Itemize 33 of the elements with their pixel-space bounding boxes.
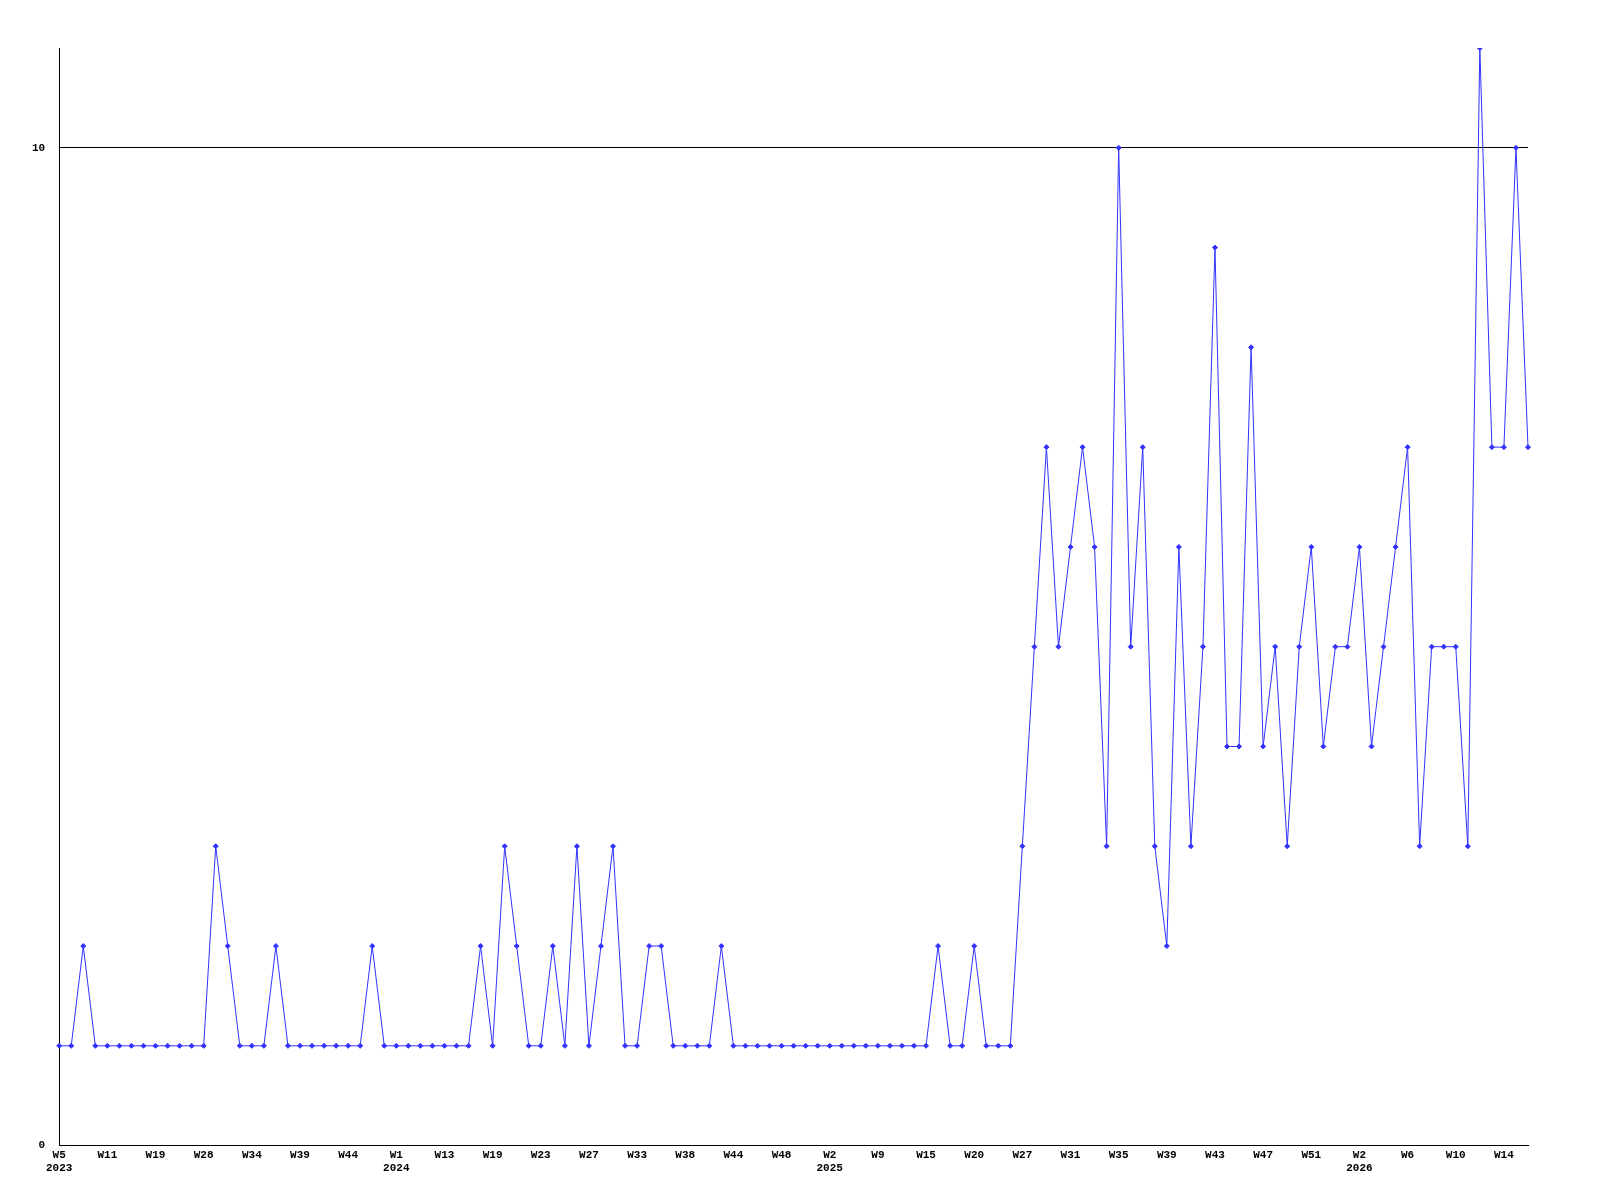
x-tick-label: W43: [1205, 1148, 1226, 1161]
x-tick-label: W6: [1401, 1148, 1415, 1161]
x-tick-label: W39: [290, 1148, 310, 1161]
x-tick-label: W39: [1156, 1148, 1177, 1161]
x-tick-label: W44: [723, 1148, 744, 1161]
x-tick-label: W44: [338, 1148, 359, 1161]
x-tick-label: W47: [1253, 1148, 1274, 1161]
x-tick-label: W15: [916, 1148, 937, 1161]
x-tick-label: W5 2023: [46, 1148, 73, 1175]
x-tick-label: W27: [579, 1148, 599, 1161]
x-tick-label: W19: [145, 1148, 166, 1161]
x-tick-label: W23: [530, 1148, 552, 1161]
x-tick-label: W48: [771, 1148, 792, 1161]
x-tick-label: W11: [97, 1148, 118, 1161]
x-tick-label: W20: [964, 1148, 985, 1161]
x-tick-label: W2 2025: [816, 1148, 844, 1175]
x-tick-label: W14: [1494, 1148, 1515, 1161]
x-tick-label: W28: [193, 1148, 214, 1161]
x-tick-label: W51: [1301, 1148, 1322, 1161]
x-tick-label: W2 2026: [1346, 1148, 1373, 1175]
x-tick-label: W9: [871, 1148, 885, 1161]
x-tick-label: W33: [627, 1148, 648, 1161]
y-tick-label: 0: [38, 1139, 46, 1152]
x-tick-label: W35: [1108, 1148, 1129, 1161]
x-tick-label: W31: [1060, 1148, 1081, 1161]
x-tick-label: W13: [434, 1148, 455, 1161]
x-tick-label: W1 2024: [383, 1148, 410, 1175]
x-tick-label: W34: [241, 1148, 263, 1161]
x-tick-label: W19: [482, 1148, 503, 1161]
x-tick-label: W27: [1012, 1148, 1033, 1161]
x-tick-label: W38: [675, 1148, 696, 1161]
x-tick-label: W10: [1445, 1148, 1466, 1161]
y-tick-label: 10: [32, 141, 46, 154]
